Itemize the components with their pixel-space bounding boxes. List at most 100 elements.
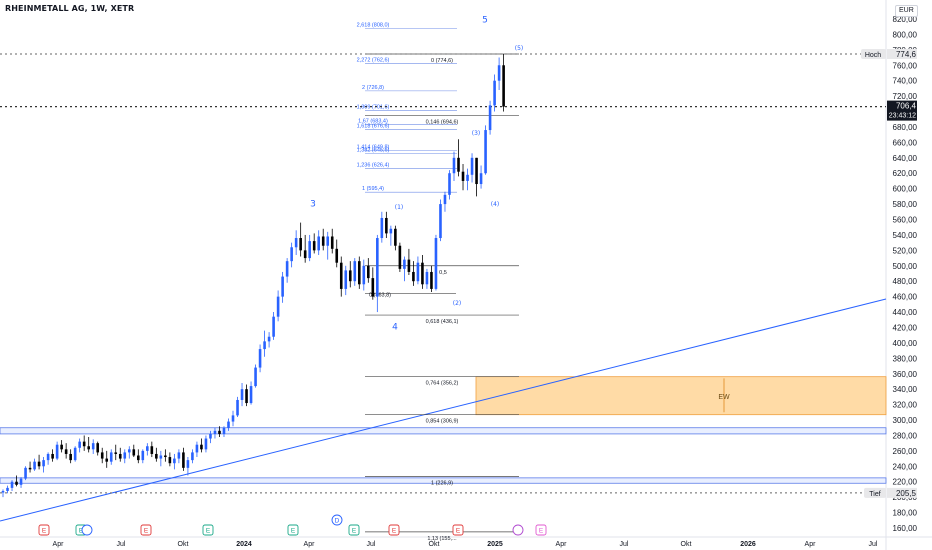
fib-extension-label: 1 (595,4) <box>362 186 384 192</box>
candle-body <box>24 467 27 479</box>
candle-body <box>430 271 433 289</box>
candle-body <box>1 490 5 493</box>
wave-label: (2) <box>453 300 462 307</box>
event-marker-label: E <box>456 528 461 535</box>
y-tick-label: 360,00 <box>893 370 918 379</box>
candle-body <box>218 430 221 434</box>
candle-body <box>303 250 307 259</box>
candle-body <box>461 171 465 181</box>
candle-body <box>123 452 127 459</box>
high-tag-label: Hoch <box>865 52 881 59</box>
candle-body <box>308 241 311 259</box>
candle-body <box>114 452 118 454</box>
current-price-value: 706,4 <box>896 102 917 111</box>
candle-body <box>91 443 95 450</box>
candle-body <box>195 444 199 453</box>
wave-label: 5 <box>482 16 488 26</box>
candle-body <box>470 157 474 175</box>
support-band <box>0 477 887 484</box>
candle-body <box>326 236 330 246</box>
current-price-bg <box>887 100 917 121</box>
candle-body <box>6 487 9 491</box>
candle-body <box>204 438 208 450</box>
dividend-ring-icon <box>81 524 93 536</box>
support-band <box>0 427 887 435</box>
y-tick-label: 260,00 <box>893 447 918 456</box>
y-tick-label: 500,00 <box>893 262 918 271</box>
x-tick-label: Apr <box>556 541 568 548</box>
y-tick-label: 680,00 <box>893 123 918 132</box>
high-tag-bg <box>861 49 886 60</box>
event-marker-label: E <box>539 528 544 535</box>
y-tick-label: 560,00 <box>893 216 918 225</box>
candle-body <box>475 157 478 185</box>
x-tick-label: Jul <box>367 541 376 548</box>
wave-label: (1) <box>395 204 404 211</box>
candle-body <box>78 441 81 448</box>
candle-body <box>330 236 334 249</box>
high-price-bg <box>887 49 917 60</box>
candle-body <box>227 421 230 428</box>
candle-body <box>385 217 388 234</box>
candle-body <box>168 457 172 464</box>
candle-body <box>182 452 185 468</box>
y-tick-label: 640,00 <box>893 154 918 163</box>
candle-body <box>403 259 406 269</box>
fib-extension-label: 1,236 (626,4) <box>357 162 390 168</box>
y-tick-label: 300,00 <box>893 416 918 425</box>
candle-body <box>294 238 298 248</box>
y-tick-label: 340,00 <box>893 385 918 394</box>
candle-body <box>290 247 293 262</box>
candle-body <box>213 430 217 434</box>
fib-extension-label: 1,414 (649,8) <box>357 144 390 150</box>
candle-body <box>371 278 375 297</box>
candle-body <box>380 217 384 239</box>
earnings-marker <box>348 524 360 536</box>
candle-body <box>335 248 339 263</box>
candle-body <box>357 261 361 285</box>
y-tick-label: 620,00 <box>893 169 918 178</box>
x-tick-label: Apr <box>304 541 316 548</box>
candle-body <box>186 460 190 468</box>
fib-retrace-label: 0 (774,6) <box>431 58 453 64</box>
candle-body <box>348 270 352 282</box>
candle-body <box>109 452 113 462</box>
fib-extension-label: 1,618 (676,6) <box>357 124 390 130</box>
y-tick-label: 280,00 <box>893 431 918 440</box>
candle-body <box>127 449 131 453</box>
fib-retrace-label: 1,13 (155,... <box>427 536 457 542</box>
event-marker-label: E <box>352 528 357 535</box>
y-tick-label: 180,00 <box>893 509 918 518</box>
candle-body <box>159 455 163 459</box>
candle-body <box>425 271 429 285</box>
event-marker-label: E <box>144 528 149 535</box>
x-tick-label: Jul <box>117 541 126 548</box>
candle-body <box>367 265 370 279</box>
candle-body <box>339 262 343 289</box>
fib-extension-label: 2,618 (808,0) <box>357 22 390 28</box>
candle-body <box>46 453 50 461</box>
earnings-marker <box>202 524 214 536</box>
fib-retrace-label: 0 (463,8) <box>369 293 391 299</box>
earnings-marker <box>535 524 547 536</box>
x-tick-label: Apr <box>805 541 817 548</box>
low-price-bg <box>887 487 917 498</box>
candle-body <box>10 481 14 488</box>
fib-extension-label: 1,809 (701,6) <box>357 104 390 110</box>
event-marker-label: E <box>79 528 84 535</box>
trend-line <box>0 298 887 522</box>
x-tick-label: 2026 <box>740 541 756 548</box>
candle-body <box>231 415 235 422</box>
candle-body <box>398 245 402 269</box>
y-tick-label: 480,00 <box>893 277 918 286</box>
candle-body <box>60 444 63 450</box>
y-tick-label: 600,00 <box>893 185 918 194</box>
y-tick-label: 380,00 <box>893 354 918 363</box>
y-tick-label: 660,00 <box>893 138 918 147</box>
candle-body <box>73 447 77 461</box>
currency-badge[interactable]: EUR <box>895 5 918 17</box>
fib-retrace-label: 0,764 (356,2) <box>426 381 459 387</box>
candle-body <box>267 336 271 342</box>
candle-body <box>240 389 244 400</box>
